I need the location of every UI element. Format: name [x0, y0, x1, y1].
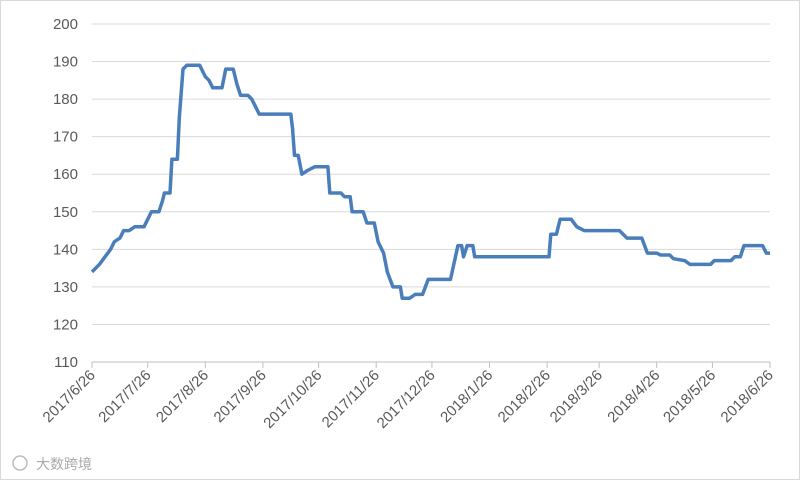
- y-tick-label: 160: [53, 166, 78, 183]
- y-tick-label: 150: [53, 204, 78, 221]
- y-tick-label: 170: [53, 129, 78, 146]
- watermark: 大数跨境: [36, 456, 92, 472]
- y-tick-label: 130: [53, 279, 78, 296]
- logo: 大数跨境: [12, 455, 92, 472]
- y-tick-label: 200: [53, 16, 78, 33]
- y-tick-label: 180: [53, 91, 78, 108]
- y-tick-label: 110: [54, 354, 78, 371]
- y-tick-label: 120: [53, 316, 78, 333]
- logo-icon: [12, 455, 28, 471]
- line-series: [90, 63, 770, 300]
- y-tick-label: 140: [53, 241, 78, 258]
- y-tick-label: 190: [53, 54, 78, 71]
